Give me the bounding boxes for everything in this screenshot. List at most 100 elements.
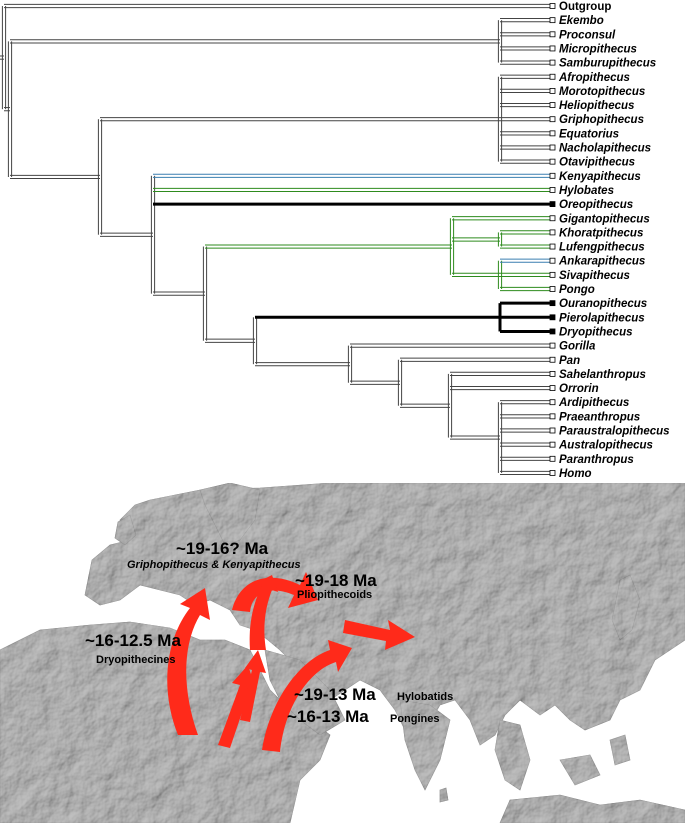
taxon-label: Paranthropus — [559, 454, 634, 466]
tip-marker — [549, 3, 556, 9]
dryo-age-label: ~16-12.5 Ma — [85, 631, 181, 650]
tree-branches — [0, 3, 556, 476]
pong-age-label: ~16-13 Ma — [287, 707, 369, 726]
taxon-label: Oreopithecus — [559, 199, 633, 211]
land-shape — [439, 787, 449, 803]
griph-taxa-label: Griphopithecus & Kenyapithecus — [127, 559, 301, 571]
migration-arrow — [343, 620, 415, 650]
taxon-label: Lufengpithecus — [559, 242, 645, 254]
tip-marker — [549, 470, 556, 476]
tip-marker — [549, 229, 556, 236]
taxon-label: Kenyapithecus — [559, 171, 641, 183]
hylo-age-label: ~19-13 Ma — [294, 685, 376, 704]
tip-marker — [549, 314, 556, 321]
tip-marker — [549, 300, 556, 307]
hylo-taxa-label: Hylobatids — [397, 691, 453, 703]
tip-marker — [549, 385, 556, 391]
taxon-label: Pan — [559, 355, 580, 367]
taxon-label: Micropithecus — [559, 43, 637, 55]
tip-marker — [549, 328, 556, 335]
migration-arrow — [167, 588, 210, 735]
land-shape — [84, 483, 685, 746]
plio-age-label: ~19-18 Ma — [295, 571, 377, 590]
tip-marker — [549, 215, 556, 222]
taxon-label: Pierolapithecus — [559, 312, 645, 324]
land-shape — [499, 794, 685, 823]
taxon-labels: Outgroup Ekembo Proconsul Micropithecus Samb… — [558, 1, 670, 480]
tip-marker — [549, 399, 556, 406]
land-shape — [609, 734, 631, 766]
taxon-label: Khoratpithecus — [559, 227, 643, 239]
migration-arrow — [249, 575, 278, 650]
map-labels: ~19-16? Ma Griphopithecus & Kenyapithecu… — [85, 539, 453, 726]
taxon-label: Equatorius — [559, 128, 619, 140]
taxon-label: Orrorin — [559, 383, 599, 395]
taxon-label: Ouranopithecus — [559, 298, 647, 310]
plio-taxa-label: Pliopithecoids — [297, 589, 372, 601]
tip-marker — [549, 427, 556, 434]
taxon-label: Ankarapithecus — [558, 256, 645, 268]
tip-marker — [549, 370, 556, 377]
taxon-label: Pongo — [559, 284, 595, 296]
taxon-label: Sivapithecus — [559, 270, 630, 282]
tip-marker — [549, 102, 556, 108]
tip-marker — [549, 144, 556, 151]
taxon-label: Proconsul — [559, 29, 616, 41]
taxon-label: Griphopithecus — [559, 114, 644, 126]
taxon-label: Homo — [559, 468, 592, 480]
migration-arrow — [240, 650, 266, 722]
taxon-label: Outgroup — [559, 1, 611, 13]
taxon-label: Paraustralopithecus — [559, 426, 670, 438]
taxon-label: Hylobates — [559, 185, 614, 197]
taxon-label: Morotopithecus — [559, 86, 645, 98]
land-shape — [611, 574, 641, 641]
tip-marker — [549, 257, 556, 264]
tip-marker — [549, 88, 556, 94]
tip-marker — [549, 455, 556, 462]
land-shape — [199, 483, 261, 546]
migration-arrows — [167, 572, 415, 752]
taxon-label: Ardipithecus — [558, 397, 629, 409]
taxon-label: Heliopithecus — [559, 100, 634, 112]
taxon-label: Samburupithecus — [559, 58, 656, 70]
migration-arrow — [232, 572, 318, 612]
pong-taxa-label: Pongines — [390, 713, 440, 725]
land-shape — [114, 514, 137, 546]
land-shape — [399, 699, 451, 791]
taxon-label: Australopithecus — [558, 440, 653, 452]
taxon-label: Gorilla — [559, 341, 596, 353]
tip-marker — [549, 31, 556, 38]
land-shape — [559, 754, 601, 786]
taxon-label: Praeanthropus — [559, 411, 640, 423]
tip-marker — [549, 286, 556, 292]
taxon-label: Ekembo — [559, 15, 604, 27]
tip-marker — [549, 342, 556, 349]
tip-marker — [549, 45, 556, 52]
tip-marker — [549, 17, 556, 24]
map-area: ~19-16? Ma Griphopithecus & Kenyapithecu… — [0, 483, 685, 823]
griph-age-label: ~19-16? Ma — [176, 539, 269, 558]
tip-marker — [549, 73, 556, 80]
taxon-label: Sahelanthropus — [559, 369, 646, 381]
taxon-label: Dryopithecus — [559, 326, 633, 338]
migration-arrow — [262, 640, 352, 752]
tip-marker — [549, 59, 556, 66]
land-shape — [494, 719, 531, 791]
dryo-taxa-label: Dryopithecines — [96, 654, 175, 666]
taxon-label: Gigantopithecus — [559, 213, 650, 225]
tip-marker — [549, 116, 556, 123]
tip-marker — [549, 243, 556, 250]
tip-marker — [549, 172, 556, 179]
taxon-label: Otavipithecus — [559, 157, 635, 169]
tip-marker — [549, 356, 556, 363]
taxon-label: Nacholapithecus — [559, 143, 651, 155]
tip-marker — [549, 187, 556, 193]
tip-marker — [549, 413, 556, 420]
tip-marker — [549, 271, 556, 278]
taxon-label: Afropithecus — [558, 72, 630, 84]
migration-arrow — [218, 665, 256, 748]
phylogenetic-tree: Outgroup Ekembo Proconsul Micropithecus Samb… — [0, 1, 670, 480]
tip-marker — [549, 130, 556, 137]
